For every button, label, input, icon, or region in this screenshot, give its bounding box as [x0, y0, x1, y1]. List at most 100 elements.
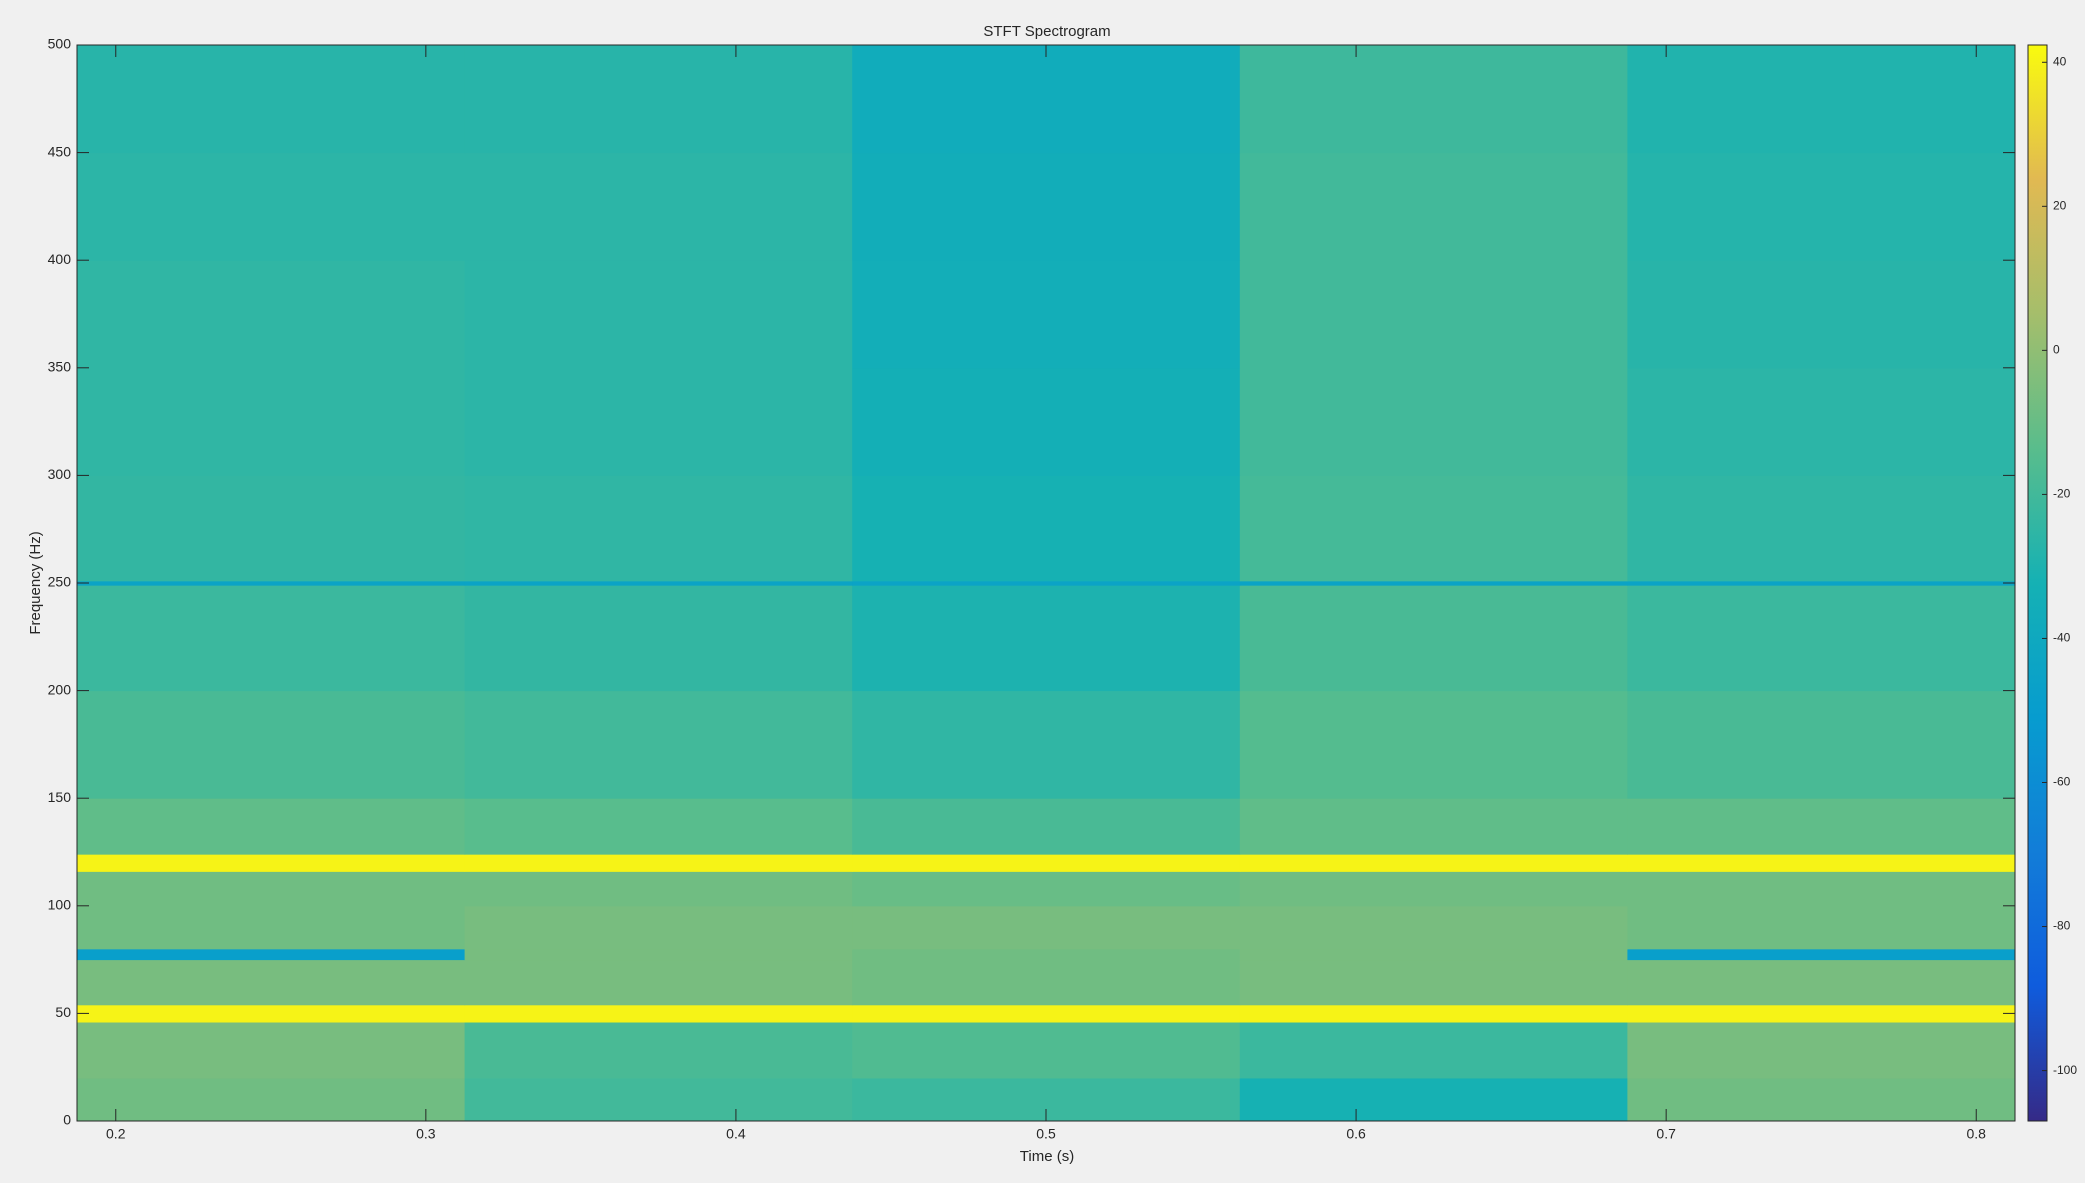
- y-tick-label: 500: [48, 36, 72, 52]
- y-tick-label: 100: [48, 897, 72, 913]
- cell: [464, 1077, 853, 1122]
- cell: [464, 475, 853, 582]
- cell: [77, 690, 466, 799]
- cell: [1627, 959, 2016, 1006]
- cell: [464, 948, 853, 961]
- cell: [464, 854, 853, 872]
- cell: [1239, 854, 1628, 872]
- cell: [852, 475, 1241, 582]
- cell: [852, 367, 1241, 476]
- cell: [77, 585, 466, 692]
- cell: [77, 152, 466, 261]
- cell: [852, 580, 1241, 586]
- cell: [852, 585, 1241, 692]
- cell: [77, 45, 466, 154]
- cell: [77, 948, 466, 961]
- colorbar-tick-label: -60: [2053, 775, 2071, 789]
- y-tick-label: 300: [48, 466, 72, 482]
- cell: [464, 690, 853, 799]
- cell: [1627, 948, 2016, 961]
- cell: [1627, 580, 2016, 586]
- cell: [77, 798, 466, 855]
- cell: [1627, 367, 2016, 476]
- cell: [1627, 871, 2016, 907]
- cell: [1239, 45, 1628, 154]
- y-axis-label: Frequency (Hz): [27, 531, 44, 634]
- cell: [852, 152, 1241, 261]
- cell: [77, 1022, 466, 1079]
- colorbar-tick-label: -20: [2053, 487, 2071, 501]
- cell: [464, 45, 853, 154]
- cell: [1627, 152, 2016, 261]
- cell: [77, 260, 466, 369]
- cell: [464, 905, 853, 950]
- y-tick-label: 200: [48, 681, 72, 697]
- cell: [852, 45, 1241, 154]
- cell: [1627, 260, 2016, 369]
- cell: [464, 367, 853, 476]
- cell: [1239, 948, 1628, 961]
- cell: [464, 585, 853, 692]
- cell: [464, 152, 853, 261]
- cell: [77, 854, 466, 872]
- cell: [77, 1004, 466, 1023]
- colorbar-tick-label: 0: [2053, 343, 2060, 357]
- cell: [1627, 585, 2016, 692]
- x-tick-label: 0.6: [1346, 1126, 1366, 1142]
- y-tick-label: 150: [48, 789, 72, 805]
- colorbar-tick-label: -80: [2053, 919, 2071, 933]
- cell: [1239, 152, 1628, 261]
- cell: [1239, 580, 1628, 586]
- cell: [852, 871, 1241, 907]
- cell: [1627, 45, 2016, 154]
- x-tick-label: 0.8: [1967, 1126, 1987, 1142]
- y-tick-label: 0: [63, 1112, 71, 1128]
- cell: [1239, 475, 1628, 582]
- cell: [77, 959, 466, 1006]
- y-tick-label: 250: [48, 574, 72, 590]
- cell: [1239, 690, 1628, 799]
- cell: [1239, 1077, 1628, 1122]
- cell: [77, 1077, 466, 1122]
- x-tick-label: 0.4: [726, 1126, 746, 1142]
- cell: [464, 1004, 853, 1023]
- cell: [1627, 1022, 2016, 1079]
- cell: [852, 948, 1241, 961]
- cell: [852, 1004, 1241, 1023]
- cell: [77, 367, 466, 476]
- cell: [77, 475, 466, 582]
- cell: [77, 871, 466, 907]
- x-tick-label: 0.7: [1656, 1126, 1676, 1142]
- cell: [1627, 475, 2016, 582]
- x-tick-label: 0.2: [106, 1126, 126, 1142]
- cell: [852, 905, 1241, 950]
- cell: [1627, 905, 2016, 950]
- colorbar: [2027, 44, 2048, 1122]
- y-tick-label: 450: [48, 143, 72, 159]
- cell: [77, 580, 466, 586]
- x-axis-label: Time (s): [1020, 1148, 1074, 1165]
- cell: [1239, 798, 1628, 855]
- chart-title: STFT Spectrogram: [983, 23, 1110, 40]
- cell: [852, 260, 1241, 369]
- colorbar-tick-label: -100: [2053, 1063, 2077, 1077]
- cell: [464, 798, 853, 855]
- cell: [1239, 871, 1628, 907]
- cell: [1239, 905, 1628, 950]
- cell: [464, 580, 853, 586]
- cell: [1627, 854, 2016, 872]
- cell: [852, 690, 1241, 799]
- cell: [1627, 1077, 2016, 1122]
- x-tick-label: 0.5: [1036, 1126, 1056, 1142]
- cell: [464, 1022, 853, 1079]
- cell: [1239, 959, 1628, 1006]
- cell: [852, 854, 1241, 872]
- cell: [852, 959, 1241, 1006]
- cell: [1239, 1022, 1628, 1079]
- cell: [852, 1022, 1241, 1079]
- y-tick-label: 50: [55, 1004, 71, 1020]
- cell: [464, 959, 853, 1006]
- cell: [464, 260, 853, 369]
- colorbar-tick-label: -40: [2053, 631, 2071, 645]
